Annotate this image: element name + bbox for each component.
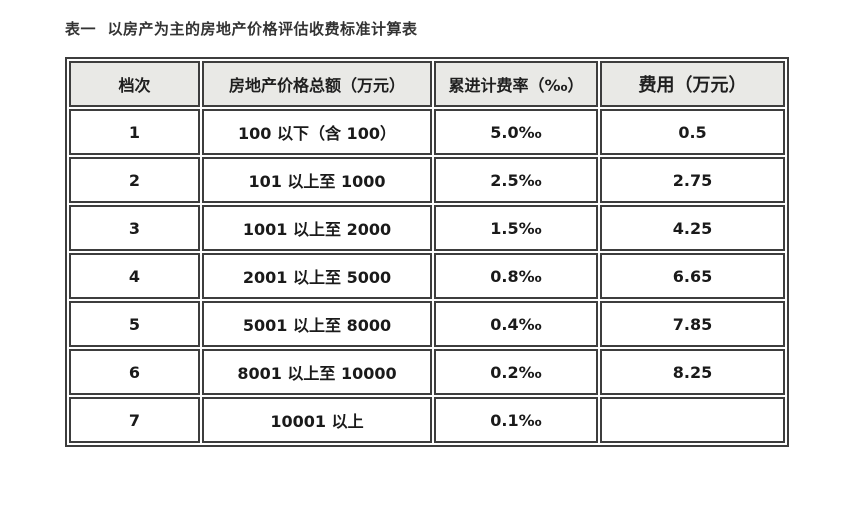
cell-price_range: 1001 以上至 2000 <box>202 205 432 251</box>
cell-fee: 8.25 <box>600 349 785 395</box>
cell-grade: 1 <box>69 109 200 155</box>
column-header-fee: 费用（万元） <box>600 61 785 107</box>
cell-grade: 3 <box>69 205 200 251</box>
cell-price_range: 101 以上至 1000 <box>202 157 432 203</box>
table-row: 档次 房地产价格总额（万元） 累进计费率（‰） 费用（万元） <box>69 61 785 107</box>
table-row: 1 100 以下（含 100） 5.0‰ 0.5 <box>69 109 785 155</box>
table-caption: 表一 以房产为主的房地产价格评估收费标准计算表 <box>65 20 418 38</box>
column-header-grade: 档次 <box>69 61 200 107</box>
table-row: 2 101 以上至 1000 2.5‰ 2.75 <box>69 157 785 203</box>
column-header-rate: 累进计费率（‰） <box>434 61 598 107</box>
cell-fee: 6.65 <box>600 253 785 299</box>
cell-grade: 2 <box>69 157 200 203</box>
table-row: 5 5001 以上至 8000 0.4‰ 7.85 <box>69 301 785 347</box>
cell-fee: 7.85 <box>600 301 785 347</box>
cell-rate: 0.8‰ <box>434 253 598 299</box>
cell-rate: 5.0‰ <box>434 109 598 155</box>
table-header-row: 档次 房地产价格总额（万元） 累进计费率（‰） 费用（万元） <box>69 61 785 107</box>
cell-fee: 4.25 <box>600 205 785 251</box>
cell-price_range: 5001 以上至 8000 <box>202 301 432 347</box>
table-body: 1 100 以下（含 100） 5.0‰ 0.5 2 101 以上至 1000 2.5‰ 2.… <box>69 109 785 443</box>
table-row: 7 10001 以上 0.1‰ <box>69 397 785 443</box>
cell-price_range: 100 以下（含 100） <box>202 109 432 155</box>
fee-standard-table: 档次 房地产价格总额（万元） 累进计费率（‰） 费用（万元） 1 100 以下（含 10… <box>65 57 789 447</box>
cell-fee: 2.75 <box>600 157 785 203</box>
cell-rate: 1.5‰ <box>434 205 598 251</box>
cell-grade: 5 <box>69 301 200 347</box>
cell-rate: 0.2‰ <box>434 349 598 395</box>
cell-price_range: 10001 以上 <box>202 397 432 443</box>
cell-grade: 6 <box>69 349 200 395</box>
cell-grade: 7 <box>69 397 200 443</box>
table-row: 3 1001 以上至 2000 1.5‰ 4.25 <box>69 205 785 251</box>
cell-rate: 0.1‰ <box>434 397 598 443</box>
cell-rate: 2.5‰ <box>434 157 598 203</box>
table-row: 6 8001 以上至 10000 0.2‰ 8.25 <box>69 349 785 395</box>
cell-rate: 0.4‰ <box>434 301 598 347</box>
column-header-price_range: 房地产价格总额（万元） <box>202 61 432 107</box>
cell-fee <box>600 397 785 443</box>
cell-price_range: 2001 以上至 5000 <box>202 253 432 299</box>
cell-price_range: 8001 以上至 10000 <box>202 349 432 395</box>
cell-grade: 4 <box>69 253 200 299</box>
table-row: 4 2001 以上至 5000 0.8‰ 6.65 <box>69 253 785 299</box>
cell-fee: 0.5 <box>600 109 785 155</box>
